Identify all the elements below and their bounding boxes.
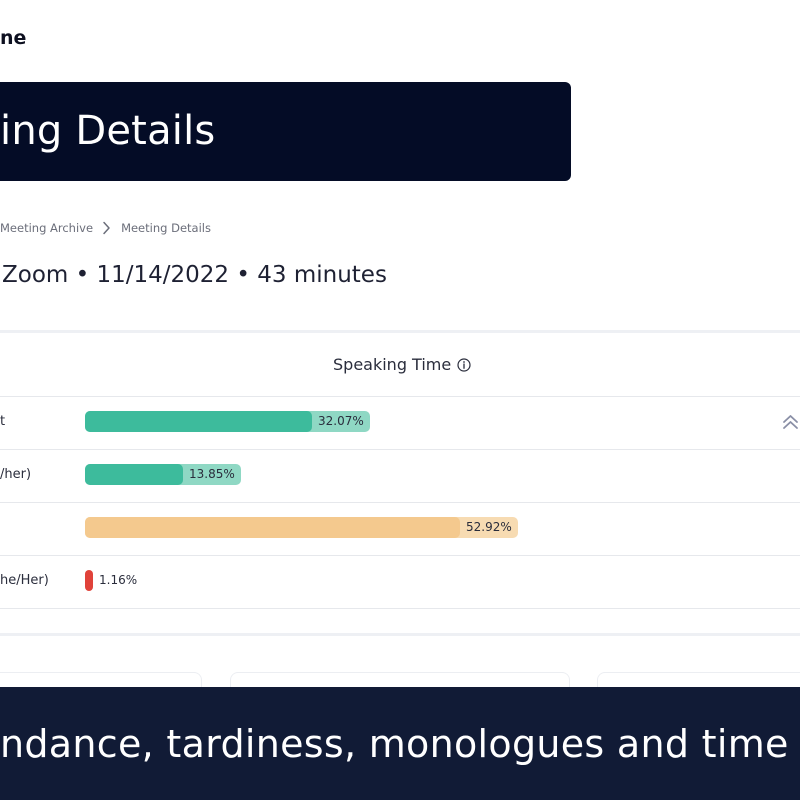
speaking-time-title: Speaking Time — [333, 355, 471, 374]
caption-text: ndance, tardiness, monologues and time w — [0, 722, 800, 766]
speaking-time-bar — [85, 570, 93, 591]
speaking-time-track: 32.07% — [85, 411, 370, 432]
speaking-time-bar — [85, 464, 183, 485]
speaking-time-bar — [85, 411, 312, 432]
speaker-row: /her) 13.85% — [0, 450, 800, 503]
speaker-name: /her) — [0, 467, 32, 482]
info-icon[interactable] — [457, 357, 471, 372]
speaker-name: he/Her) — [0, 573, 49, 588]
speaking-time-bar — [85, 517, 460, 538]
speaker-row: 52.92% — [0, 503, 800, 556]
speaking-time-percent: 13.85% — [189, 467, 235, 481]
brand-name: ne — [0, 27, 27, 49]
chevron-double-up-icon[interactable] — [781, 413, 800, 432]
speaking-time-track: 1.16% — [85, 570, 143, 591]
breadcrumb-meeting-details: Meeting Details — [121, 221, 211, 235]
breadcrumb-meeting-archive[interactable]: Meeting Archive — [0, 221, 94, 235]
breadcrumb: Meeting Archive Meeting Details — [0, 221, 211, 235]
speaking-time-label: Speaking Time — [333, 355, 452, 374]
caption-bar: ndance, tardiness, monologues and time w — [0, 687, 800, 800]
speaking-time-percent: 1.16% — [99, 573, 138, 587]
chevron-right-icon — [102, 221, 111, 235]
speaker-name: t — [0, 414, 6, 429]
speaking-time-track: 52.92% — [85, 517, 518, 538]
speaking-time-header: Speaking Time — [0, 333, 800, 397]
speaking-time-track: 13.85% — [85, 464, 241, 485]
page-title: ing Details — [0, 108, 216, 154]
speaker-row: he/Her) 1.16% — [0, 556, 800, 609]
page-title-banner: ing Details — [0, 82, 571, 181]
speaker-row: t 32.07% — [0, 397, 800, 450]
meeting-summary: Zoom • 11/14/2022 • 43 minutes — [2, 262, 387, 288]
speaking-time-percent: 32.07% — [318, 414, 364, 428]
speaking-time-panel: Speaking Time t 32.07% /her) 13.85% 52.9… — [0, 330, 800, 636]
speaking-time-percent: 52.92% — [466, 520, 512, 534]
